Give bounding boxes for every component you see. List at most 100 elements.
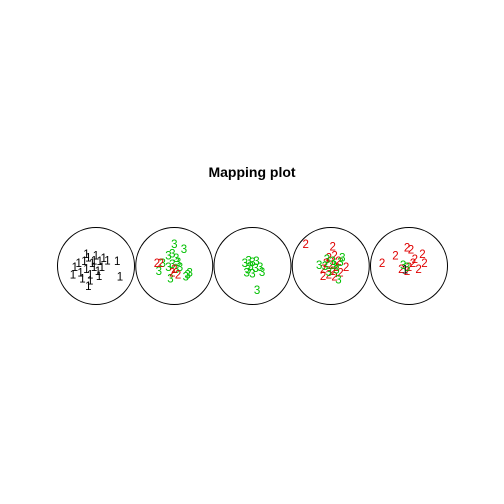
point-class-1: 1 (93, 250, 99, 262)
point-class-2: 2 (175, 270, 181, 282)
point-class-2: 2 (320, 271, 326, 283)
point-class-3: 3 (324, 254, 330, 266)
point-class-3: 3 (167, 274, 173, 286)
point-class-3: 3 (156, 266, 162, 278)
point-class-2: 2 (343, 262, 349, 274)
point-class-3: 3 (400, 260, 406, 272)
point-class-2: 2 (415, 264, 421, 276)
point-class-3: 3 (181, 244, 187, 256)
point-class-2: 2 (392, 250, 398, 262)
point-class-1: 1 (85, 252, 91, 264)
point-class-2: 2 (333, 262, 339, 274)
point-class-1: 1 (79, 274, 85, 286)
point-class-1: 1 (100, 253, 106, 265)
point-class-1: 1 (117, 272, 123, 284)
point-class-3: 3 (333, 265, 339, 277)
point-class-3: 3 (165, 250, 171, 262)
point-class-3: 3 (316, 260, 322, 272)
point-class-2: 2 (171, 264, 177, 276)
point-class-3: 3 (249, 269, 255, 281)
point-class-1: 1 (87, 275, 93, 287)
point-class-1: 1 (75, 258, 81, 270)
point-class-3: 3 (186, 268, 192, 280)
point-class-3: 3 (335, 275, 341, 287)
point-class-2: 2 (337, 268, 343, 280)
point-class-3: 3 (404, 262, 410, 274)
point-class-2: 2 (329, 266, 335, 278)
point-class-1: 1 (77, 268, 83, 280)
point-class-3: 3 (259, 267, 265, 279)
point-class-2: 2 (404, 243, 410, 255)
node-circle (291, 227, 370, 305)
point-class-3: 3 (169, 259, 175, 271)
point-class-1: 1 (91, 262, 97, 274)
point-class-2: 2 (410, 258, 416, 270)
point-class-3: 3 (183, 272, 189, 284)
point-class-3: 3 (159, 258, 165, 270)
point-class-2: 2 (379, 258, 385, 270)
point-class-1: 1 (72, 262, 78, 274)
point-class-3: 3 (243, 268, 249, 280)
node-circle (213, 227, 292, 305)
point-class-3: 3 (329, 256, 335, 268)
point-class-3: 3 (249, 257, 255, 269)
point-class-3: 3 (245, 265, 251, 277)
point-class-3: 3 (165, 262, 171, 274)
point-class-3: 3 (242, 258, 248, 270)
node-circle (135, 227, 214, 305)
point-class-3: 3 (247, 261, 253, 273)
point-class-2: 2 (331, 250, 337, 262)
point-class-1: 1 (91, 255, 97, 267)
point-class-2: 2 (326, 252, 332, 264)
point-class-1: 1 (104, 255, 110, 267)
point-class-1: 1 (114, 256, 120, 268)
point-class-1: 1 (83, 249, 89, 261)
point-class-3: 3 (175, 257, 181, 269)
point-class-2: 2 (169, 268, 175, 280)
point-class-2: 2 (329, 242, 335, 254)
point-class-3: 3 (184, 270, 190, 282)
point-class-2: 2 (421, 258, 427, 270)
point-class-1: 1 (99, 262, 105, 274)
point-class-3: 3 (337, 257, 343, 269)
node-circle (370, 227, 448, 305)
point-class-2: 2 (158, 258, 164, 270)
point-class-3: 3 (331, 260, 337, 272)
point-class-3: 3 (173, 253, 179, 265)
point-class-2: 2 (398, 264, 404, 276)
point-class-1: 1 (96, 271, 102, 283)
point-class-2: 2 (335, 256, 341, 268)
point-class-2: 2 (320, 264, 326, 276)
point-class-2: 2 (154, 258, 160, 270)
point-class-2: 2 (326, 270, 332, 282)
point-class-1: 1 (81, 256, 87, 268)
point-class-3: 3 (339, 252, 345, 264)
point-class-1: 1 (87, 270, 93, 282)
point-class-3: 3 (171, 239, 177, 251)
point-class-1: 1 (402, 265, 408, 277)
point-class-1: 1 (97, 256, 103, 268)
point-class-1: 1 (85, 281, 91, 293)
point-class-2: 2 (406, 262, 412, 274)
point-class-1: 1 (95, 266, 101, 278)
point-class-3: 3 (326, 267, 332, 279)
point-class-2: 2 (404, 266, 410, 278)
point-class-1: 1 (70, 270, 76, 282)
point-class-1: 1 (83, 264, 89, 276)
point-class-3: 3 (322, 261, 328, 273)
point-class-2: 2 (328, 260, 334, 272)
point-class-2: 2 (412, 254, 418, 266)
point-class-3: 3 (169, 248, 175, 260)
point-class-3: 3 (173, 264, 179, 276)
point-class-2: 2 (323, 258, 329, 270)
point-class-3: 3 (254, 285, 260, 297)
point-class-1: 1 (89, 258, 95, 270)
point-class-3: 3 (252, 263, 258, 275)
point-class-2: 2 (331, 272, 337, 284)
